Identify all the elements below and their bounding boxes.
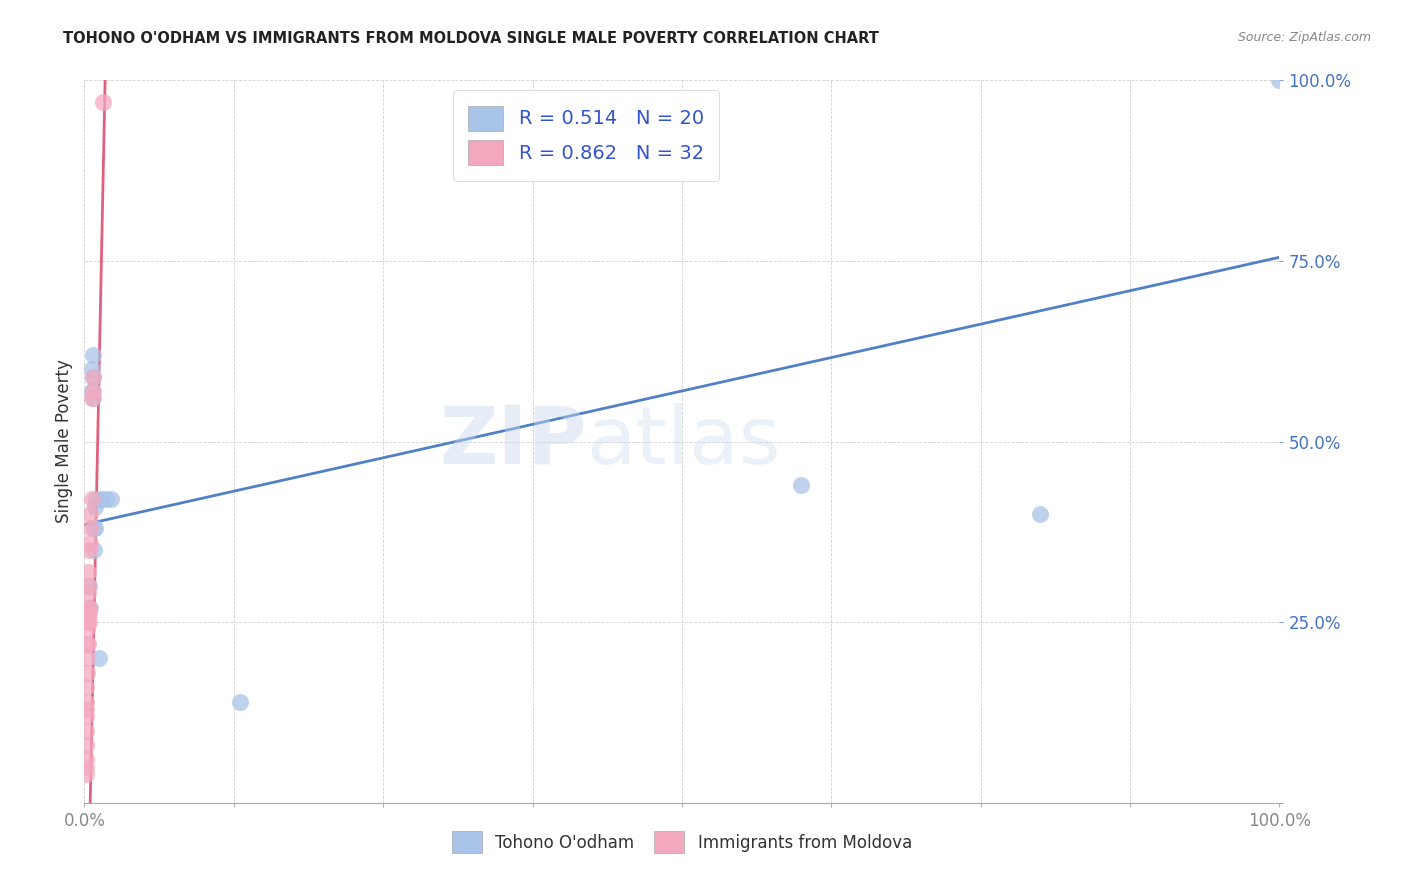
Point <box>76 607 98 622</box>
Text: TOHONO O'ODHAM VS IMMIGRANTS FROM MOLDOVA SINGLE MALE POVERTY CORRELATION CHART: TOHONO O'ODHAM VS IMMIGRANTS FROM MOLDOV… <box>63 31 879 46</box>
Point <box>84 500 107 514</box>
Point <box>82 391 104 405</box>
Point <box>75 680 97 694</box>
Y-axis label: Single Male Poverty: Single Male Poverty <box>55 359 73 524</box>
Point <box>1268 73 1291 87</box>
Point <box>82 369 104 384</box>
Point <box>76 615 98 630</box>
Point <box>83 521 105 535</box>
Point <box>84 521 107 535</box>
Point <box>79 600 101 615</box>
Point <box>77 600 100 615</box>
Point <box>79 535 101 549</box>
Point <box>75 695 97 709</box>
Point <box>79 507 101 521</box>
Point <box>76 665 98 680</box>
Point <box>75 767 97 781</box>
Point <box>75 709 97 723</box>
Point <box>77 607 100 622</box>
Point <box>76 623 98 637</box>
Point <box>80 362 103 376</box>
Point <box>93 95 115 109</box>
Point <box>90 492 112 507</box>
Point <box>75 702 97 716</box>
Point <box>77 579 100 593</box>
Point <box>77 586 100 600</box>
Point <box>1029 507 1052 521</box>
Point <box>77 542 100 557</box>
Point <box>75 752 97 766</box>
Point <box>229 695 252 709</box>
Point <box>790 478 813 492</box>
Point <box>76 637 98 651</box>
Point <box>83 542 105 557</box>
Point <box>76 651 98 665</box>
Point <box>86 492 108 507</box>
Point <box>77 637 100 651</box>
Point <box>79 521 101 535</box>
Point <box>80 391 103 405</box>
Point <box>77 565 100 579</box>
Point <box>87 651 110 665</box>
Point <box>75 723 97 738</box>
Point <box>75 760 97 774</box>
Point <box>80 384 103 398</box>
Point <box>100 492 122 507</box>
Point <box>80 492 103 507</box>
Text: ZIP: ZIP <box>439 402 586 481</box>
Text: atlas: atlas <box>586 402 780 481</box>
Point <box>77 615 100 630</box>
Point <box>82 348 104 362</box>
Legend: Tohono O'odham, Immigrants from Moldova: Tohono O'odham, Immigrants from Moldova <box>446 825 918 860</box>
Point <box>75 738 97 752</box>
Point <box>77 579 100 593</box>
Point <box>94 492 117 507</box>
Text: Source: ZipAtlas.com: Source: ZipAtlas.com <box>1237 31 1371 45</box>
Point <box>82 384 104 398</box>
Point <box>77 600 100 615</box>
Point <box>82 369 104 384</box>
